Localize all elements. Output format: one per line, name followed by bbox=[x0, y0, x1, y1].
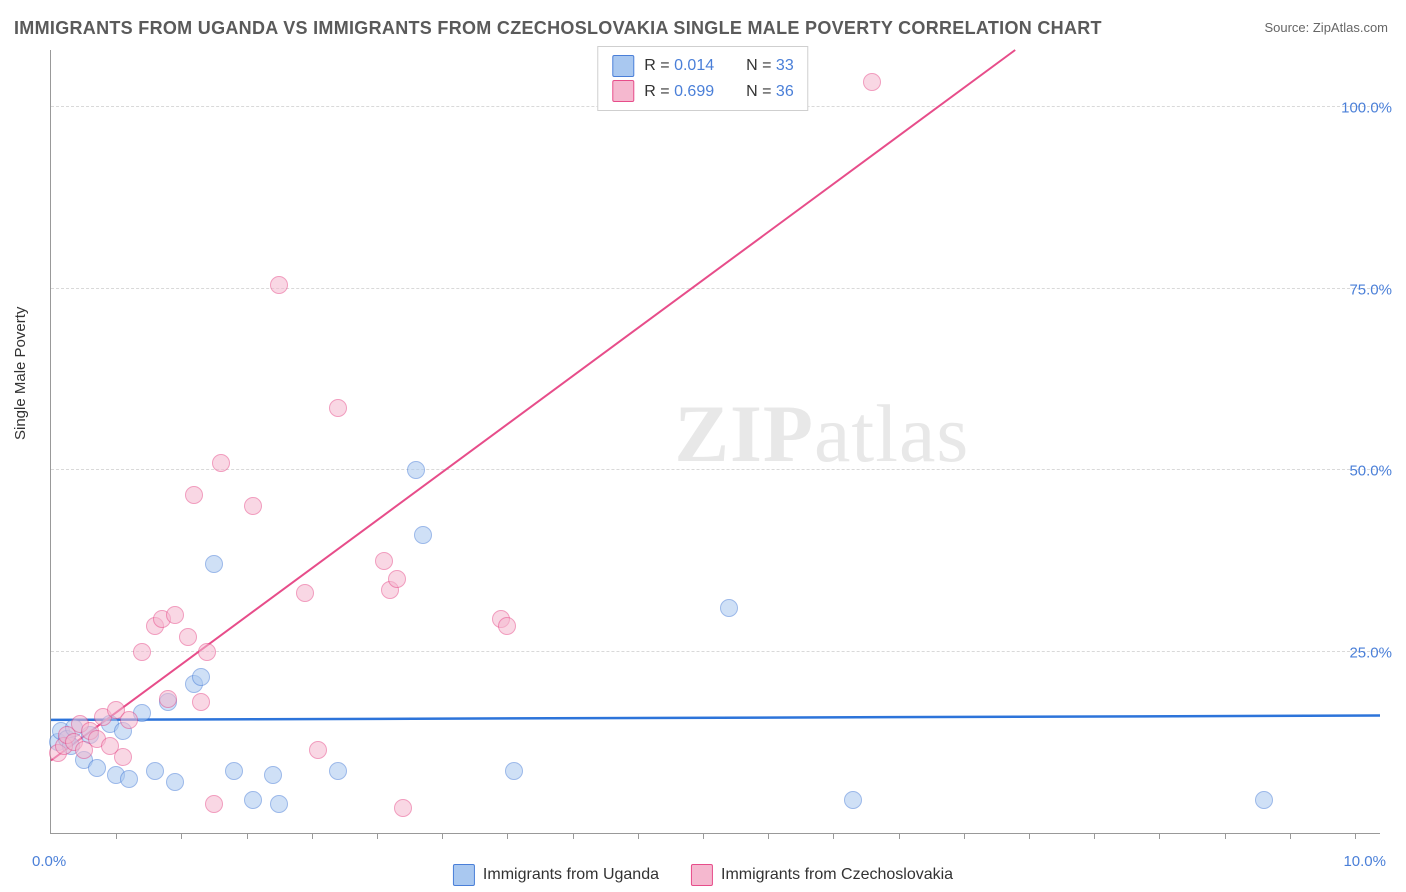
data-point bbox=[414, 526, 432, 544]
legend-row: R = 0.014 N = 33 bbox=[612, 53, 793, 79]
chart-title: IMMIGRANTS FROM UGANDA VS IMMIGRANTS FRO… bbox=[14, 18, 1102, 39]
series-legend: Immigrants from Uganda Immigrants from Cz… bbox=[453, 864, 953, 886]
x-tick bbox=[247, 833, 248, 839]
x-tick bbox=[181, 833, 182, 839]
legend-swatch bbox=[612, 55, 634, 77]
data-point bbox=[179, 628, 197, 646]
y-axis-label: Single Male Poverty bbox=[12, 307, 29, 440]
data-point bbox=[198, 643, 216, 661]
data-point bbox=[329, 762, 347, 780]
data-point bbox=[159, 690, 177, 708]
data-point bbox=[863, 73, 881, 91]
data-point bbox=[205, 555, 223, 573]
data-point bbox=[309, 741, 327, 759]
x-tick bbox=[377, 833, 378, 839]
trend-line bbox=[51, 716, 1380, 720]
legend-row: R = 0.699 N = 36 bbox=[612, 79, 793, 105]
x-axis-min-label: 0.0% bbox=[32, 853, 66, 870]
data-point bbox=[270, 795, 288, 813]
x-tick bbox=[1159, 833, 1160, 839]
data-point bbox=[166, 773, 184, 791]
data-point bbox=[120, 711, 138, 729]
x-tick bbox=[1094, 833, 1095, 839]
scatter-plot-area: ZIPatlas bbox=[50, 50, 1380, 834]
data-point bbox=[296, 584, 314, 602]
x-tick bbox=[964, 833, 965, 839]
legend-swatch bbox=[453, 864, 475, 886]
data-point bbox=[1255, 791, 1273, 809]
data-point bbox=[329, 399, 347, 417]
data-point bbox=[205, 795, 223, 813]
data-point bbox=[192, 668, 210, 686]
data-point bbox=[212, 454, 230, 472]
data-point bbox=[225, 762, 243, 780]
data-point bbox=[244, 791, 262, 809]
legend-item: Immigrants from Uganda bbox=[453, 864, 659, 886]
data-point bbox=[185, 486, 203, 504]
x-tick bbox=[703, 833, 704, 839]
x-tick bbox=[312, 833, 313, 839]
legend-n-label: N = 33 bbox=[746, 53, 794, 79]
x-axis-max-label: 10.0% bbox=[1343, 853, 1386, 870]
x-tick bbox=[1355, 833, 1356, 839]
data-point bbox=[844, 791, 862, 809]
x-tick bbox=[768, 833, 769, 839]
data-point bbox=[498, 617, 516, 635]
data-point bbox=[120, 770, 138, 788]
legend-series-name: Immigrants from Czechoslovakia bbox=[721, 866, 953, 884]
data-point bbox=[270, 276, 288, 294]
data-point bbox=[146, 762, 164, 780]
legend-item: Immigrants from Czechoslovakia bbox=[691, 864, 953, 886]
data-point bbox=[244, 497, 262, 515]
x-tick bbox=[1290, 833, 1291, 839]
data-point bbox=[166, 606, 184, 624]
x-tick bbox=[1029, 833, 1030, 839]
data-point bbox=[192, 693, 210, 711]
data-point bbox=[133, 643, 151, 661]
legend-r-label: R = 0.014 bbox=[644, 53, 714, 79]
x-tick bbox=[507, 833, 508, 839]
data-point bbox=[388, 570, 406, 588]
data-point bbox=[394, 799, 412, 817]
data-point bbox=[505, 762, 523, 780]
trend-line bbox=[51, 50, 1015, 761]
legend-r-label: R = 0.699 bbox=[644, 79, 714, 105]
legend-n-label: N = 36 bbox=[746, 79, 794, 105]
x-tick bbox=[899, 833, 900, 839]
data-point bbox=[375, 552, 393, 570]
correlation-legend: R = 0.014 N = 33 R = 0.699 N = 36 bbox=[597, 46, 808, 111]
x-tick bbox=[442, 833, 443, 839]
data-point bbox=[114, 748, 132, 766]
x-tick bbox=[638, 833, 639, 839]
x-tick bbox=[1225, 833, 1226, 839]
source-attribution: Source: ZipAtlas.com bbox=[1264, 20, 1388, 35]
x-tick bbox=[573, 833, 574, 839]
x-tick bbox=[116, 833, 117, 839]
data-point bbox=[720, 599, 738, 617]
legend-series-name: Immigrants from Uganda bbox=[483, 866, 659, 884]
trend-lines-svg bbox=[51, 50, 1380, 833]
data-point bbox=[407, 461, 425, 479]
legend-swatch bbox=[612, 80, 634, 102]
data-point bbox=[88, 759, 106, 777]
x-tick bbox=[833, 833, 834, 839]
data-point bbox=[264, 766, 282, 784]
legend-swatch bbox=[691, 864, 713, 886]
